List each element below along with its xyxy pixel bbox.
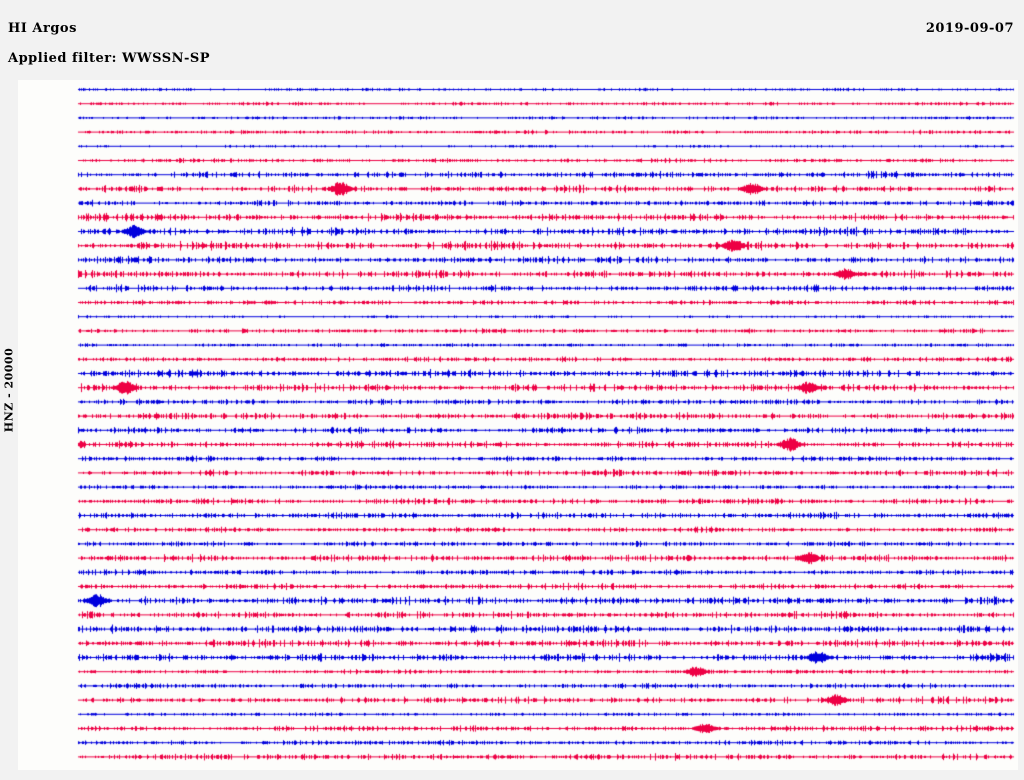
record-date: 2019-09-07 (925, 21, 1014, 36)
applied-filter-label: Applied filter: WWSSN-SP (8, 51, 211, 66)
seismogram-traces (18, 80, 1018, 770)
helicorder-plot (18, 80, 1018, 770)
page-title: HI Argos (8, 21, 77, 36)
